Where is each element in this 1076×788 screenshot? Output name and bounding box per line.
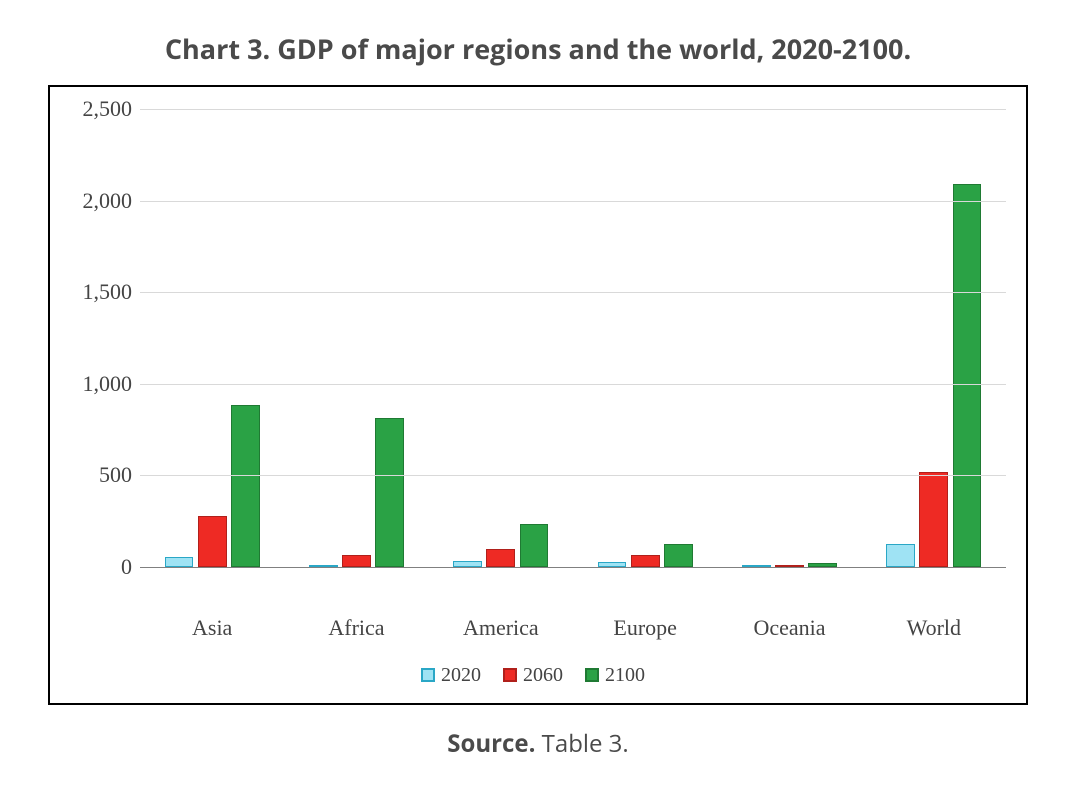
chart-title: Chart 3. GDP of major regions and the wo… (165, 30, 911, 67)
gridline (140, 292, 1006, 293)
y-tick-label: 1,500 (83, 279, 133, 305)
source-line: Source. Table 3. (447, 727, 628, 760)
bar (198, 516, 227, 567)
x-tick-label: World (862, 605, 1006, 653)
y-tick-label: 1,000 (83, 371, 133, 397)
bar-group (429, 97, 573, 567)
legend-item: 2060 (503, 664, 563, 687)
bar (520, 524, 549, 567)
bar (664, 544, 693, 567)
gridline (140, 109, 1006, 110)
bar (375, 418, 404, 567)
bar (886, 544, 915, 567)
bar (231, 405, 260, 567)
bar (486, 549, 515, 567)
y-tick-label: 2,500 (83, 96, 133, 122)
chart-container: Chart 3. GDP of major regions and the wo… (0, 0, 1076, 788)
bar-group (284, 97, 428, 567)
y-tick-label: 500 (99, 462, 132, 488)
source-label: Source. (447, 727, 535, 760)
legend-item: 2020 (421, 664, 481, 687)
x-tick-label: Oceania (717, 605, 861, 653)
bar-group (140, 97, 284, 567)
bar-group (573, 97, 717, 567)
legend-swatch (585, 668, 599, 682)
bar (631, 555, 660, 567)
gridline (140, 475, 1006, 476)
legend-label: 2020 (441, 664, 481, 687)
bar-group (862, 97, 1006, 567)
y-tick-label: 0 (121, 554, 132, 580)
x-axis-labels: AsiaAfricaAmericaEuropeOceaniaWorld (140, 605, 1006, 653)
gridline (140, 201, 1006, 202)
plot-area (140, 97, 1006, 567)
bar (953, 184, 982, 567)
legend-swatch (503, 668, 517, 682)
bar-group (717, 97, 861, 567)
gridline (140, 384, 1006, 385)
chart-box: 0 500 1,000 1,500 2,000 2,500 AsiaAfricaAmeri… (48, 85, 1028, 705)
bar (919, 472, 948, 567)
bar (165, 557, 194, 567)
legend: 2020 2060 2100 (60, 657, 1006, 693)
y-tick-label: 2,000 (83, 188, 133, 214)
x-tick-label: Europe (573, 605, 717, 653)
legend-label: 2060 (523, 664, 563, 687)
legend-item: 2100 (585, 664, 645, 687)
legend-swatch (421, 668, 435, 682)
y-axis: 05001,0001,5002,0002,500 (60, 97, 140, 567)
x-tick-label: Africa (284, 605, 428, 653)
legend-label: 2100 (605, 664, 645, 687)
bar (342, 555, 371, 567)
source-text: Table 3. (535, 727, 628, 760)
plot-wrap: 0 500 1,000 1,500 2,000 2,500 (60, 97, 1006, 605)
x-tick-label: America (429, 605, 573, 653)
x-tick-label: Asia (140, 605, 284, 653)
bars-layer (140, 97, 1006, 567)
baseline (140, 567, 1006, 568)
